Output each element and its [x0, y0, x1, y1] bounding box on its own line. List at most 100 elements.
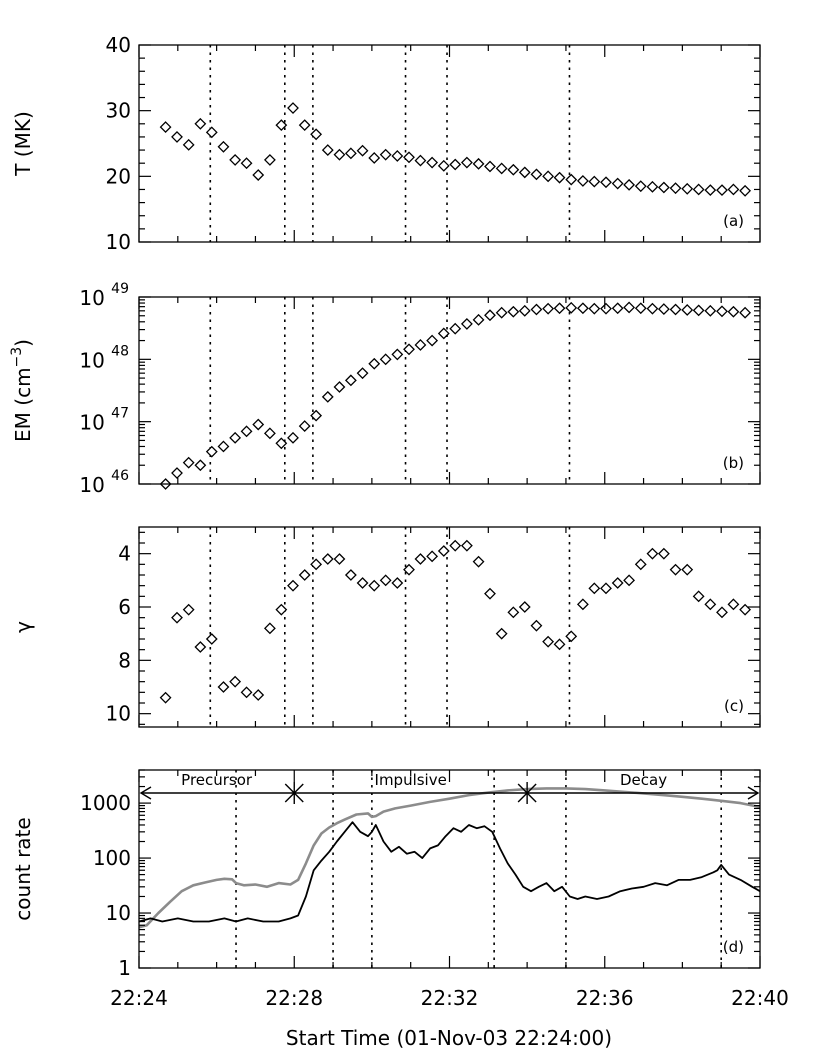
panel-d-phase-arrowhead-left [139, 786, 152, 800]
panel-c-point [205, 633, 218, 645]
panel-b-point [484, 309, 496, 322]
panel-c-point [600, 582, 612, 595]
panel-b-ytick-label-exp: 49 [111, 281, 129, 297]
panel-c-point [646, 547, 659, 560]
panel-b-point [263, 427, 276, 440]
panel-b-point [194, 459, 207, 472]
x-tick-label: 22:40 [731, 986, 789, 1010]
panel-c-point [182, 603, 195, 616]
panel-a-point [437, 159, 450, 172]
panel-a-point [333, 148, 346, 161]
panel-a-point [669, 182, 682, 195]
panel-c-point [414, 553, 427, 565]
panel-a-point [205, 126, 218, 139]
panel-a-point [159, 121, 172, 134]
panel-b-ytick-label: 10 49 [79, 281, 129, 310]
panel-a-point [623, 178, 636, 191]
panel-c-ytick-label: 10 [106, 702, 131, 726]
panel-b-ytick-label-base: 10 [79, 473, 111, 497]
panel-c-point [623, 574, 636, 587]
panel-c-ytick-label: 4 [118, 542, 131, 566]
panel-b-point [252, 418, 265, 431]
panel-a-point [542, 170, 555, 183]
panel-a-point [414, 154, 427, 167]
panel-c-point [704, 598, 717, 611]
panel-a-point [576, 175, 589, 187]
panel-c-point [716, 606, 728, 619]
panel-b-point [542, 302, 555, 315]
panel-b-point [565, 301, 578, 314]
panel-b-point [739, 306, 752, 319]
panel-b-ytick-label: 10 46 [79, 468, 129, 497]
panel-d-ytick-label: 10 [106, 901, 131, 925]
panel-a-point [460, 156, 473, 169]
panel-c-point [275, 603, 288, 616]
panel-c-point [588, 582, 601, 595]
panel-b-point [634, 302, 647, 315]
panel-b-point [727, 305, 740, 318]
panel-a-ylabel: T (MK) [11, 111, 35, 177]
panel-c-point [472, 555, 485, 568]
panel-b-ytick-label-exp: 46 [111, 468, 129, 484]
panel-c-point [681, 563, 694, 576]
panel-b-point [333, 381, 346, 393]
panel-b-ylabel-text: EM (cm [11, 367, 35, 442]
panel-b-point [576, 302, 589, 315]
panel-d-phase-label: Decay [620, 771, 667, 789]
panel-c-ylabel-text: γ [11, 621, 35, 633]
panel-c-point [669, 563, 682, 576]
panel-a-point [194, 117, 207, 130]
panel-c-point [344, 569, 357, 581]
panel-d-ytick-label: 100 [93, 846, 131, 870]
panel-b-ytick-label: 10 47 [79, 406, 129, 435]
panel-d-series-black [138, 821, 761, 923]
panel-a-point [716, 184, 728, 197]
panel-c-point [484, 587, 496, 600]
panel-b-ytick-label-base: 10 [79, 411, 111, 435]
panel-b-point [379, 353, 392, 366]
panel-c-ylabel: γ [11, 621, 35, 633]
panel-c-point [403, 563, 415, 576]
panel-a-point [449, 158, 462, 171]
panel-b-point [321, 390, 334, 403]
panel-c-gamma: 4 6 8 10 γ (c) [11, 526, 761, 728]
panel-b-point [437, 327, 450, 340]
panel-b-ylabel: EM (cm−3) [9, 339, 35, 442]
panel-b-ytick-label: 10 48 [79, 343, 129, 372]
panel-b-point [356, 367, 369, 380]
panel-b-point [600, 302, 612, 315]
panel-c-point [217, 681, 230, 693]
panel-c-point [229, 675, 242, 688]
panel-c-point [240, 686, 253, 699]
panel-c-point [518, 601, 531, 613]
panel-a-point [344, 147, 357, 160]
panel-c-ytick-label: 8 [118, 648, 131, 672]
panel-c-ytick-label: 6 [118, 595, 131, 619]
panel-a-ylabel-text: T (MK) [11, 111, 35, 177]
panel-c-point [657, 547, 670, 560]
panel-b-point [403, 343, 415, 356]
panel-b-point [530, 303, 543, 316]
panel-a-point [391, 150, 404, 162]
panel-b-point [182, 456, 195, 469]
x-tick-label: 22:36 [576, 986, 634, 1010]
panel-d-phase-label: Precursor [181, 771, 253, 789]
panel-b-point [229, 431, 242, 444]
panel-a-point [263, 153, 276, 166]
x-axis-tick-labels: 22:24 22:28 22:32 22:36 22:40 [110, 986, 789, 1010]
panel-b-point [704, 304, 717, 317]
panel-c-point [576, 598, 589, 611]
panel-c-point [553, 638, 566, 651]
panel-a-point [727, 183, 740, 196]
panel-a-point [426, 156, 439, 169]
panel-b-point [611, 302, 624, 315]
panel-c-point [333, 553, 346, 565]
x-axis-title: Start Time (01-Nov-03 22:24:00) [286, 1026, 612, 1050]
panel-c-point [379, 574, 392, 587]
panel-b-point [495, 306, 508, 319]
panel-a-point [240, 157, 253, 170]
panel-a-point [321, 144, 334, 156]
panel-a-ytick-label: 40 [106, 33, 131, 57]
panel-b-point [646, 302, 659, 315]
panel-b-point [240, 425, 253, 438]
